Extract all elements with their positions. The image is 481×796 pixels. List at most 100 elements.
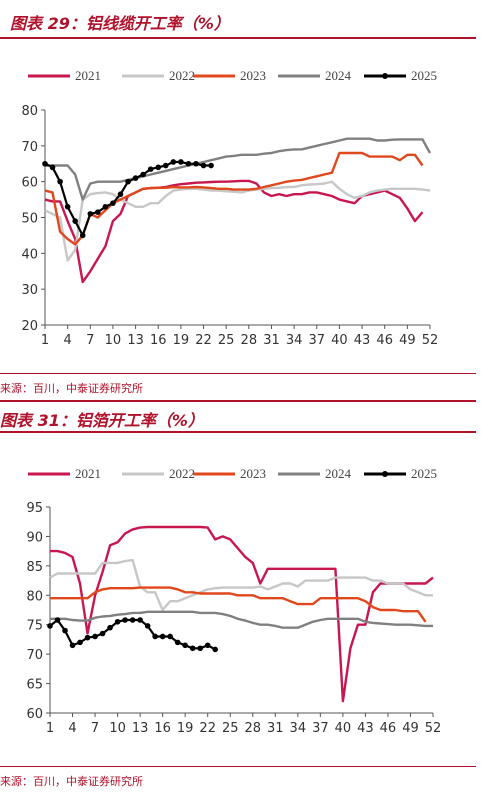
series-line-2021 xyxy=(44,179,424,284)
x-tick-label: 4 xyxy=(68,721,76,736)
x-tick-label: 13 xyxy=(132,721,149,736)
data-point-2025 xyxy=(200,162,207,169)
x-tick-label: 10 xyxy=(105,333,122,348)
data-point-2025 xyxy=(178,159,184,165)
source-rule-1 xyxy=(0,373,476,374)
legend-marker-2025 xyxy=(382,471,388,477)
data-point-2025 xyxy=(167,633,173,640)
y-tick-label: 70 xyxy=(26,648,43,663)
data-point-2025 xyxy=(137,617,143,623)
chart-title-1: 图表 29：铝线缆开工率（%） xyxy=(10,14,230,33)
data-point-2025 xyxy=(117,191,124,198)
series-line-2023 xyxy=(50,586,427,623)
y-tick-label: 60 xyxy=(21,176,38,191)
x-tick-label: 1 xyxy=(41,333,49,348)
x-tick-label: 40 xyxy=(335,721,352,736)
x-tick-label: 43 xyxy=(354,333,371,348)
data-point-2025 xyxy=(62,627,68,634)
y-tick-label: 75 xyxy=(26,619,43,634)
series-line-2022 xyxy=(44,180,431,262)
x-tick-label: 46 xyxy=(376,333,393,348)
series-line-2023 xyxy=(44,151,424,246)
x-tick-label: 19 xyxy=(173,333,190,348)
x-tick-label: 43 xyxy=(357,721,374,736)
x-tick-label: 13 xyxy=(127,333,144,348)
data-point-2025 xyxy=(95,209,101,215)
chart-1-svg: 2021 2022 2023 2024 2025 20 30 40 50 60 70 80 1 4 7 10 1… xyxy=(21,68,439,348)
y-tick-label: 85 xyxy=(26,560,43,575)
data-point-2025 xyxy=(77,639,83,646)
data-point-2025 xyxy=(72,218,78,224)
data-point-2025 xyxy=(42,160,48,167)
source-note-2: 来源：百川，中泰证券研究所 xyxy=(0,775,143,788)
chart-title-2: 图表 31：铝箔开工率（%） xyxy=(0,411,204,430)
legend-label-2024: 2024 xyxy=(325,68,352,83)
data-point-2025 xyxy=(159,633,166,640)
data-point-2025 xyxy=(144,623,151,629)
x-tick-label: 1 xyxy=(46,721,54,736)
x-tick-label: 4 xyxy=(64,333,72,348)
x-tick-label: 28 xyxy=(241,333,258,348)
data-point-2025 xyxy=(102,203,109,210)
data-point-2025 xyxy=(152,633,158,640)
title-rule-top-2 xyxy=(0,400,476,402)
x-tick-label: 37 xyxy=(312,721,329,736)
x-tick-label: 10 xyxy=(109,721,126,736)
x-tick-label: 22 xyxy=(199,721,216,736)
legend-label-2021: 2021 xyxy=(75,466,101,481)
y-tick-label: 50 xyxy=(21,212,38,227)
data-point-2025 xyxy=(92,633,98,640)
data-point-2025 xyxy=(162,162,169,169)
x-tick-label: 19 xyxy=(177,721,194,736)
data-point-2025 xyxy=(49,164,56,171)
data-point-2025 xyxy=(125,178,131,185)
data-point-2025 xyxy=(47,623,53,629)
data-point-2025 xyxy=(182,642,188,649)
data-point-2025 xyxy=(69,642,76,649)
data-point-2025 xyxy=(79,232,86,239)
data-point-2025 xyxy=(64,203,71,210)
data-point-2025 xyxy=(193,160,199,167)
legend-label-2023: 2023 xyxy=(240,466,266,481)
data-point-2025 xyxy=(87,211,94,217)
x-tick-label: 25 xyxy=(218,333,235,348)
data-point-2025 xyxy=(189,645,196,652)
legend-label-2025: 2025 xyxy=(411,68,437,83)
data-point-2025 xyxy=(54,617,61,623)
data-point-2025 xyxy=(129,617,136,623)
x-tick-label: 34 xyxy=(290,721,307,736)
data-point-2025 xyxy=(132,175,139,181)
x-tick-label: 31 xyxy=(267,721,284,736)
data-point-2025 xyxy=(197,645,203,652)
y-tick-label: 30 xyxy=(21,283,38,298)
data-point-2025 xyxy=(185,160,192,167)
y-tick-label: 20 xyxy=(21,319,38,334)
x-tick-label: 49 xyxy=(399,333,416,348)
data-point-2025 xyxy=(212,646,219,653)
y-tick-label: 80 xyxy=(21,104,38,119)
data-point-2025 xyxy=(147,166,154,172)
data-point-2025 xyxy=(110,200,116,206)
x-tick-label: 37 xyxy=(308,333,325,348)
legend-label-2021: 2021 xyxy=(75,68,101,83)
title-rule-1 xyxy=(0,37,476,39)
x-tick-label: 25 xyxy=(222,721,239,736)
series-line-2021 xyxy=(50,525,434,703)
source-note-1: 来源：百川，中泰证券研究所 xyxy=(0,382,143,395)
x-tick-label: 31 xyxy=(263,333,280,348)
y-tick-label: 80 xyxy=(26,589,43,604)
x-tick-label: 7 xyxy=(86,333,94,348)
data-point-2025 xyxy=(140,171,146,178)
y-tick-label: 90 xyxy=(26,530,43,545)
legend-label-2024: 2024 xyxy=(325,466,352,481)
data-point-2025 xyxy=(122,617,128,623)
series-line-2022 xyxy=(49,558,433,612)
x-tick-label: 16 xyxy=(154,721,171,736)
data-point-2025 xyxy=(155,164,162,171)
data-point-2025 xyxy=(57,178,63,185)
data-point-2025 xyxy=(114,618,121,625)
x-tick-label: 7 xyxy=(91,721,99,736)
x-tick-label: 49 xyxy=(402,721,419,736)
y-tick-label: 70 xyxy=(21,140,38,155)
x-tick-label: 52 xyxy=(422,333,439,348)
